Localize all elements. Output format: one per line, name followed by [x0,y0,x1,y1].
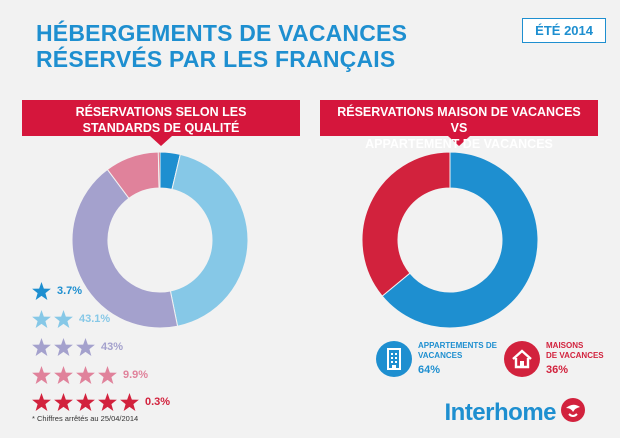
legend-houses-value: 36% [546,364,569,376]
star-icon [98,366,117,384]
star-icon [54,310,73,328]
legend-apartments: APPARTEMENTS DE VACANCES 64% [376,341,497,377]
legend-apartments-line-2: VACANCES [418,351,463,360]
banner-left-line-2: STANDARDS DE QUALITÉ [82,121,240,135]
season-badge: ÉTÉ 2014 [522,18,606,43]
legend-houses-line-1: MAISONS [546,341,584,350]
star-icon [120,393,139,411]
star-icon [32,393,51,411]
interhome-bird-logo-icon [560,397,586,428]
star-icon [54,338,73,356]
title-line-2: RÉSERVÉS PAR LES FRANÇAIS [36,46,396,72]
star-rating [32,310,73,328]
star-icon [32,310,51,328]
banner-ribbon [320,100,598,146]
star-icon [76,393,95,411]
star-legend-value: 43% [101,341,124,353]
star-icon [54,366,73,384]
star-rating [32,393,139,411]
legend-houses: MAISONS DE VACANCES 36% [504,341,604,377]
star-icon [32,282,51,300]
star-legend-row: 43.1% [32,309,110,329]
brand: Interhome [444,397,586,428]
house-icon [504,341,540,377]
banner-right-line-1: RÉSERVATIONS MAISON DE VACANCES VS [337,105,581,135]
quality-slice-5 [157,151,161,189]
type-slice-1 [381,151,539,329]
quality-donut-chart [71,151,249,329]
star-icon [76,338,95,356]
quality-slice-3 [71,168,179,329]
brand-wordmark: Interhome [444,398,556,426]
star-legend-row: 0.3% [32,392,170,412]
star-icon [32,338,51,356]
star-icon [32,366,51,384]
star-legend-value: 3.7% [57,285,83,297]
star-icon [76,366,95,384]
type-slice-2 [361,151,451,297]
apartment-building-icon [376,341,412,377]
quality-slice-2 [169,153,249,327]
star-icon [98,393,117,411]
banner-left-line-1: RÉSERVATIONS SELON LES [75,105,247,119]
star-rating [32,282,51,300]
page-title: HÉBERGEMENTS DE VACANCES RÉSERVÉS PAR LE… [36,20,407,72]
banner-quality: RÉSERVATIONS SELON LES STANDARDS DE QUAL… [22,100,300,146]
footnote: * Chiffres arrêtés au 25/04/2014 [32,414,139,423]
star-legend-value: 9.9% [123,369,149,381]
type-donut-chart [361,151,539,329]
banner-ribbon [22,100,300,146]
star-legend-value: 43.1% [79,313,111,325]
star-legend-row: 9.9% [32,365,148,385]
banner-type: RÉSERVATIONS MAISON DE VACANCES VS APPAR… [320,100,598,151]
legend-apartments-line-1: APPARTEMENTS DE [418,341,497,350]
star-legend-value: 0.3% [145,396,171,408]
legend-houses-line-2: DE VACANCES [546,351,604,360]
star-rating [32,338,95,356]
star-rating [32,366,117,384]
star-legend-row: 3.7% [32,281,82,301]
star-icon [54,393,73,411]
legend-apartments-value: 64% [418,364,441,376]
banner-right-line-2: APPARTEMENT DE VACANCES [365,137,553,151]
title-line-1: HÉBERGEMENTS DE VACANCES [36,20,408,46]
star-legend-row: 43% [32,337,123,357]
